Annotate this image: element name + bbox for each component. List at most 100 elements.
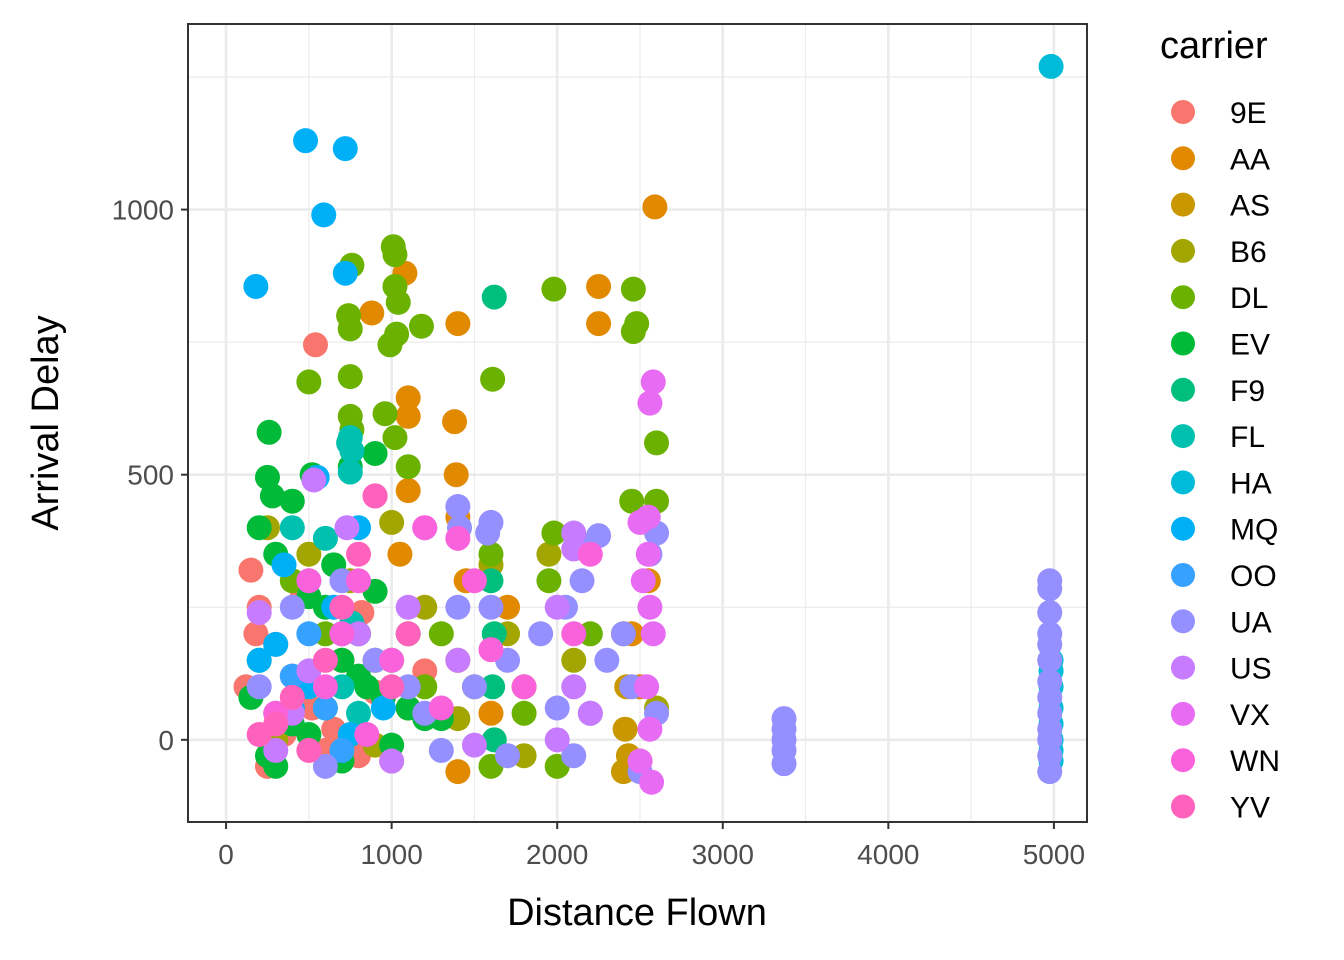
- legend-label: US: [1230, 653, 1272, 686]
- y-tick-label: 1000: [112, 195, 174, 226]
- data-point: [1037, 576, 1063, 602]
- legend-label: OO: [1230, 560, 1277, 593]
- data-point: [370, 695, 396, 721]
- legend-label: YV: [1230, 792, 1270, 825]
- legend-label: B6: [1230, 236, 1267, 269]
- data-point: [329, 594, 355, 620]
- data-point: [362, 440, 388, 466]
- data-point: [1037, 759, 1063, 785]
- data-point: [610, 621, 636, 647]
- data-point: [263, 737, 289, 763]
- data-point: [312, 674, 338, 700]
- data-point: [642, 194, 668, 220]
- data-point: [461, 674, 487, 700]
- legend-key: [1171, 285, 1195, 310]
- legend-item-WN: WN: [1171, 745, 1280, 778]
- data-point: [296, 621, 322, 647]
- legend-item-VX: VX: [1171, 699, 1270, 732]
- legend-label: FL: [1230, 421, 1265, 454]
- legend-key: [1171, 146, 1195, 171]
- data-point: [296, 568, 322, 594]
- data-point: [445, 647, 471, 673]
- data-point: [478, 541, 504, 567]
- data-point: [594, 647, 620, 673]
- data-point: [377, 332, 403, 358]
- data-point: [259, 483, 285, 509]
- data-point: [771, 751, 797, 777]
- data-point: [296, 541, 322, 567]
- data-point: [329, 737, 355, 763]
- data-point: [495, 743, 521, 769]
- legend-item-FL: FL: [1171, 421, 1265, 454]
- data-point: [312, 525, 338, 551]
- data-point: [296, 369, 322, 395]
- legend-label: AS: [1230, 190, 1270, 223]
- data-point: [339, 438, 365, 464]
- data-point: [379, 748, 405, 774]
- data-point: [279, 684, 305, 710]
- data-point: [637, 390, 663, 416]
- data-point: [635, 541, 661, 567]
- legend-key: [1171, 794, 1195, 819]
- legend-title: carrier: [1160, 25, 1268, 67]
- data-point: [382, 242, 408, 268]
- data-point: [332, 136, 358, 162]
- data-point: [395, 403, 421, 429]
- data-point: [561, 647, 587, 673]
- legend-label: F9: [1230, 375, 1265, 408]
- data-point: [337, 316, 363, 342]
- data-point: [445, 525, 471, 551]
- legend-item-OO: OO: [1171, 560, 1277, 593]
- data-point: [311, 202, 337, 228]
- legend-label: AA: [1230, 143, 1270, 176]
- legend-key: [1171, 100, 1195, 124]
- x-axis-title: Distance Flown: [507, 892, 767, 934]
- series-YV: [246, 483, 421, 763]
- data-point: [544, 695, 570, 721]
- data-point: [478, 594, 504, 620]
- legend-item-9E: 9E: [1171, 97, 1267, 130]
- data-point: [544, 594, 570, 620]
- data-point: [445, 594, 471, 620]
- data-point: [445, 759, 471, 785]
- legend-key: [1171, 424, 1195, 449]
- legend-key: [1171, 331, 1195, 356]
- data-point: [312, 753, 338, 779]
- data-point: [1037, 600, 1063, 626]
- data-point: [312, 647, 338, 673]
- data-point: [561, 621, 587, 647]
- data-point: [536, 541, 562, 567]
- legend-item-EV: EV: [1171, 329, 1270, 362]
- data-point: [395, 594, 421, 620]
- data-point: [372, 401, 398, 427]
- data-point: [279, 488, 305, 514]
- data-point: [279, 515, 305, 541]
- legend-item-US: US: [1171, 653, 1272, 686]
- data-point: [478, 700, 504, 726]
- data-point: [461, 568, 487, 594]
- data-point: [1038, 53, 1064, 79]
- data-point: [346, 541, 372, 567]
- legend-item-YV: YV: [1171, 792, 1270, 825]
- data-point: [293, 128, 319, 154]
- data-point: [379, 509, 405, 535]
- data-point: [619, 488, 645, 514]
- legend-key: [1171, 192, 1195, 217]
- data-point: [346, 568, 372, 594]
- legend-item-DL: DL: [1171, 282, 1268, 315]
- legend-key: [1171, 238, 1195, 263]
- y-tick-label: 500: [127, 460, 174, 491]
- data-point: [586, 311, 612, 337]
- legend-label: MQ: [1230, 514, 1278, 547]
- data-point: [395, 621, 421, 647]
- data-point: [246, 515, 272, 541]
- y-tick-label: 0: [158, 725, 174, 756]
- data-point: [428, 621, 454, 647]
- legend-key: [1171, 701, 1195, 726]
- legend-key: [1171, 748, 1195, 773]
- data-point: [541, 276, 567, 302]
- data-point: [395, 454, 421, 480]
- data-point: [478, 637, 504, 663]
- data-point: [536, 568, 562, 594]
- data-point: [359, 300, 385, 326]
